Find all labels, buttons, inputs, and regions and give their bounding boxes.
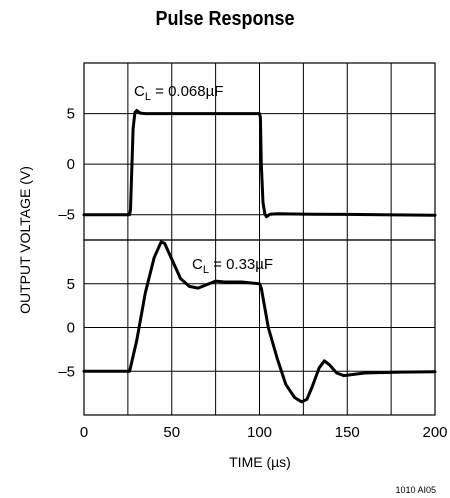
y-tick-label: 0	[67, 156, 75, 173]
figure-id: 1010 AI05	[395, 485, 436, 495]
y-tick-label: 0	[67, 320, 75, 337]
series-line	[82, 109, 437, 219]
x-axis-label: TIME (µs)	[229, 454, 291, 470]
y-tick-label: 5	[67, 276, 75, 293]
panel-1: 5 0 –5 CL = 0.068µF	[58, 62, 437, 241]
y-axis-label: OUTPUT VOLTAGE (V)	[17, 166, 33, 314]
x-tick-label: 0	[80, 424, 88, 441]
plot-panels: 5 0 –5 CL = 0.068µF 5 0 –5 CL = 0.33µF	[58, 62, 437, 416]
y-tick-label: –5	[58, 363, 75, 380]
x-tick-label: 200	[422, 424, 447, 441]
y-tick-label: 5	[67, 106, 75, 123]
panel-2: 5 0 –5 CL = 0.33µF	[58, 239, 437, 416]
chart-title: Pulse Response	[155, 8, 295, 30]
capacitance-annotation: CL = 0.33µF	[192, 256, 273, 276]
capacitance-annotation: CL = 0.068µF	[134, 83, 223, 103]
y-tick-label: –5	[58, 207, 75, 224]
series-line	[82, 240, 437, 404]
x-tick-label: 50	[163, 424, 180, 441]
x-tick-label: 150	[335, 424, 360, 441]
x-tick-label: 100	[247, 424, 272, 441]
panel-frame	[83, 239, 436, 416]
x-axis: 0 50 100 150 200	[80, 424, 448, 441]
